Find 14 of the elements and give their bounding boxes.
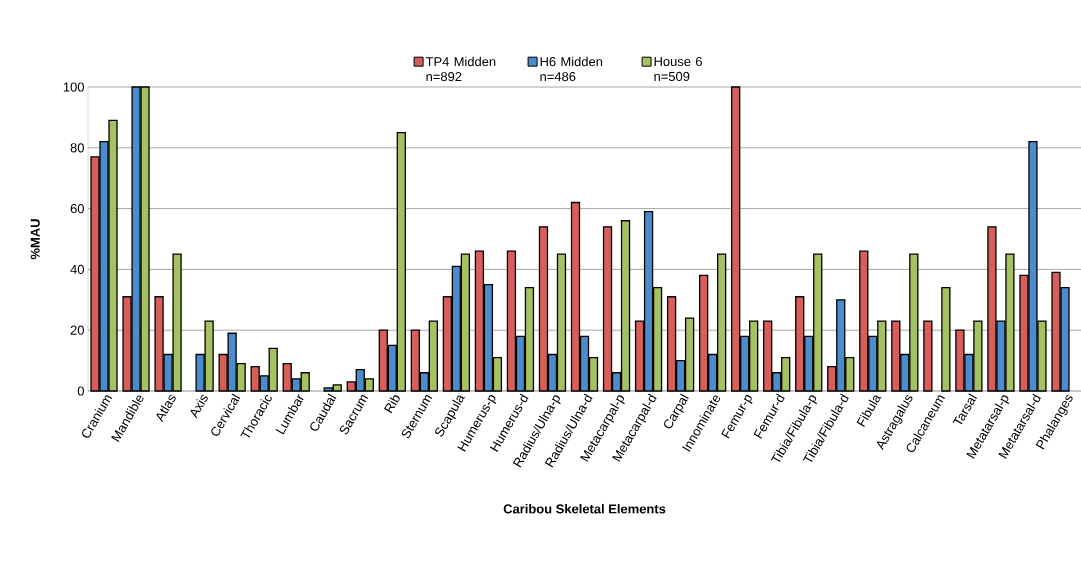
- y-tick-label: 40: [70, 264, 84, 274]
- legend-label: H6 Midden n=486: [540, 56, 603, 82]
- y-axis-title: %MAU: [30, 219, 40, 260]
- y-tick-label: 80: [70, 143, 84, 153]
- y-tick-label: 0: [77, 386, 84, 396]
- legend-label: House 6 n=509: [654, 56, 702, 82]
- legend-label: TP4 Midden n=892: [425, 56, 496, 82]
- bar: [923, 320, 933, 392]
- bar: [941, 286, 951, 392]
- y-tick-label: 60: [70, 204, 84, 214]
- y-tick-label: 100: [63, 82, 84, 92]
- x-axis-title: Caribou Skeletal Elements: [503, 503, 666, 514]
- x-tick-label: Rib: [383, 395, 400, 414]
- y-tick-label: 20: [70, 325, 84, 335]
